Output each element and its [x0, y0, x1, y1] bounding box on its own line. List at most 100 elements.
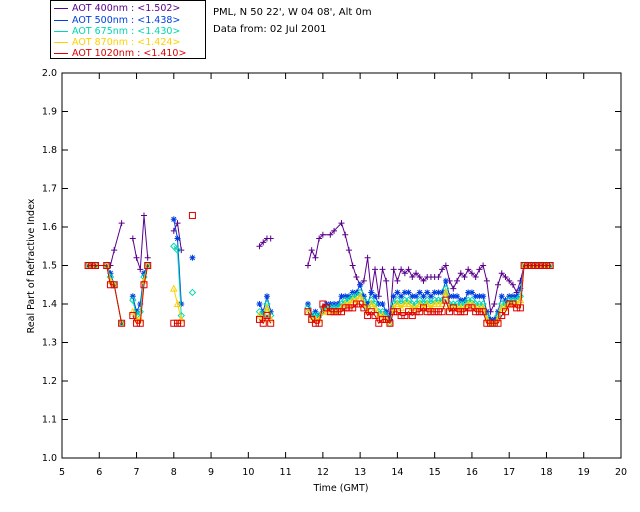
- data-point: [539, 262, 547, 269]
- data-point: [255, 307, 264, 316]
- data-point: [483, 319, 491, 327]
- data-point: [419, 304, 427, 312]
- data-point: [435, 274, 442, 281]
- series-line: [88, 265, 123, 324]
- data-point: [349, 289, 356, 296]
- data-point: [367, 296, 376, 304]
- y-tick-label: 2.0: [42, 68, 57, 79]
- y-tick-label: 1.8: [42, 145, 57, 156]
- data-point: [460, 303, 469, 311]
- data-point: [312, 254, 319, 261]
- legend-label-870nm: AOT 870nm : <1.424>: [72, 37, 181, 48]
- data-point: [137, 301, 144, 307]
- x-tick-label: 6: [96, 467, 102, 478]
- legend-swatch-675nm: [54, 31, 68, 32]
- data-point: [349, 304, 357, 312]
- data-point: [505, 300, 513, 308]
- data-point: [342, 293, 349, 300]
- data-point: [468, 304, 476, 312]
- data-point: [304, 262, 311, 269]
- data-point: [427, 293, 434, 300]
- x-tick-label: 18: [540, 467, 552, 478]
- data-point: [401, 312, 409, 320]
- legend: AOT 400nm : <1.502> AOT 500nm : <1.438> …: [50, 0, 206, 59]
- data-point: [188, 211, 196, 219]
- data-point: [341, 304, 349, 312]
- x-axis-title: Time (GMT): [312, 483, 368, 494]
- data-point: [401, 299, 409, 307]
- data-point: [497, 303, 506, 311]
- data-point: [110, 281, 118, 289]
- data-point: [304, 301, 311, 307]
- data-point: [129, 296, 137, 304]
- data-point: [379, 266, 386, 273]
- data-point: [456, 303, 465, 311]
- y-tick-label: 1.1: [42, 415, 57, 426]
- data-point: [323, 304, 331, 312]
- data-point: [129, 312, 137, 320]
- data-point: [483, 277, 490, 284]
- data-point: [431, 289, 438, 296]
- data-point: [434, 308, 442, 316]
- series-line: [259, 314, 272, 325]
- data-point: [349, 262, 356, 269]
- data-point: [353, 274, 360, 281]
- data-point: [468, 296, 476, 304]
- data-point: [446, 308, 454, 316]
- data-point: [260, 308, 267, 315]
- data-point: [471, 303, 480, 311]
- data-point: [442, 277, 449, 284]
- data-point: [394, 289, 401, 296]
- data-point: [435, 289, 442, 296]
- data-point: [345, 304, 353, 312]
- date-info: Data from: 02 Jul 2001: [213, 24, 327, 35]
- legend-label-1020nm: AOT 1020nm : <1.410>: [72, 48, 187, 59]
- data-point: [520, 262, 528, 269]
- data-point: [375, 319, 383, 327]
- data-point: [509, 293, 516, 300]
- data-point: [352, 296, 361, 304]
- data-point: [174, 319, 182, 327]
- x-tick-label: 12: [317, 467, 329, 478]
- data-point: [524, 262, 532, 269]
- data-point: [330, 308, 338, 316]
- legend-label-500nm: AOT 500nm : <1.438>: [72, 15, 181, 26]
- data-point: [535, 262, 543, 269]
- data-point: [371, 303, 379, 311]
- data-point: [517, 285, 524, 292]
- data-point: [348, 296, 357, 304]
- data-point: [454, 277, 461, 284]
- data-point: [173, 246, 182, 254]
- data-point: [383, 308, 390, 315]
- data-point: [404, 296, 413, 304]
- data-point: [372, 266, 379, 273]
- data-point: [267, 235, 274, 242]
- data-point: [408, 303, 417, 311]
- data-point: [372, 293, 379, 300]
- data-point: [304, 308, 312, 316]
- data-point: [480, 262, 487, 269]
- data-point: [413, 293, 420, 300]
- data-point: [360, 293, 367, 300]
- data-point: [106, 281, 114, 289]
- data-point: [454, 293, 461, 300]
- data-point: [495, 281, 502, 288]
- data-point: [439, 289, 446, 296]
- data-point: [341, 299, 350, 307]
- legend-entry-400nm: AOT 400nm : <1.502>: [54, 3, 180, 15]
- series-line: [88, 265, 123, 324]
- data-point: [144, 262, 151, 269]
- data-point: [364, 301, 371, 307]
- data-point: [453, 303, 461, 311]
- x-tick-label: 5: [59, 467, 65, 478]
- data-point: [457, 297, 464, 304]
- data-point: [319, 231, 326, 238]
- data-point: [398, 266, 405, 273]
- x-tick-label: 17: [503, 467, 515, 478]
- data-point: [386, 319, 394, 327]
- data-point: [308, 247, 315, 254]
- data-point: [397, 312, 405, 320]
- data-point: [438, 308, 446, 316]
- data-point: [401, 270, 408, 277]
- data-point: [438, 299, 446, 307]
